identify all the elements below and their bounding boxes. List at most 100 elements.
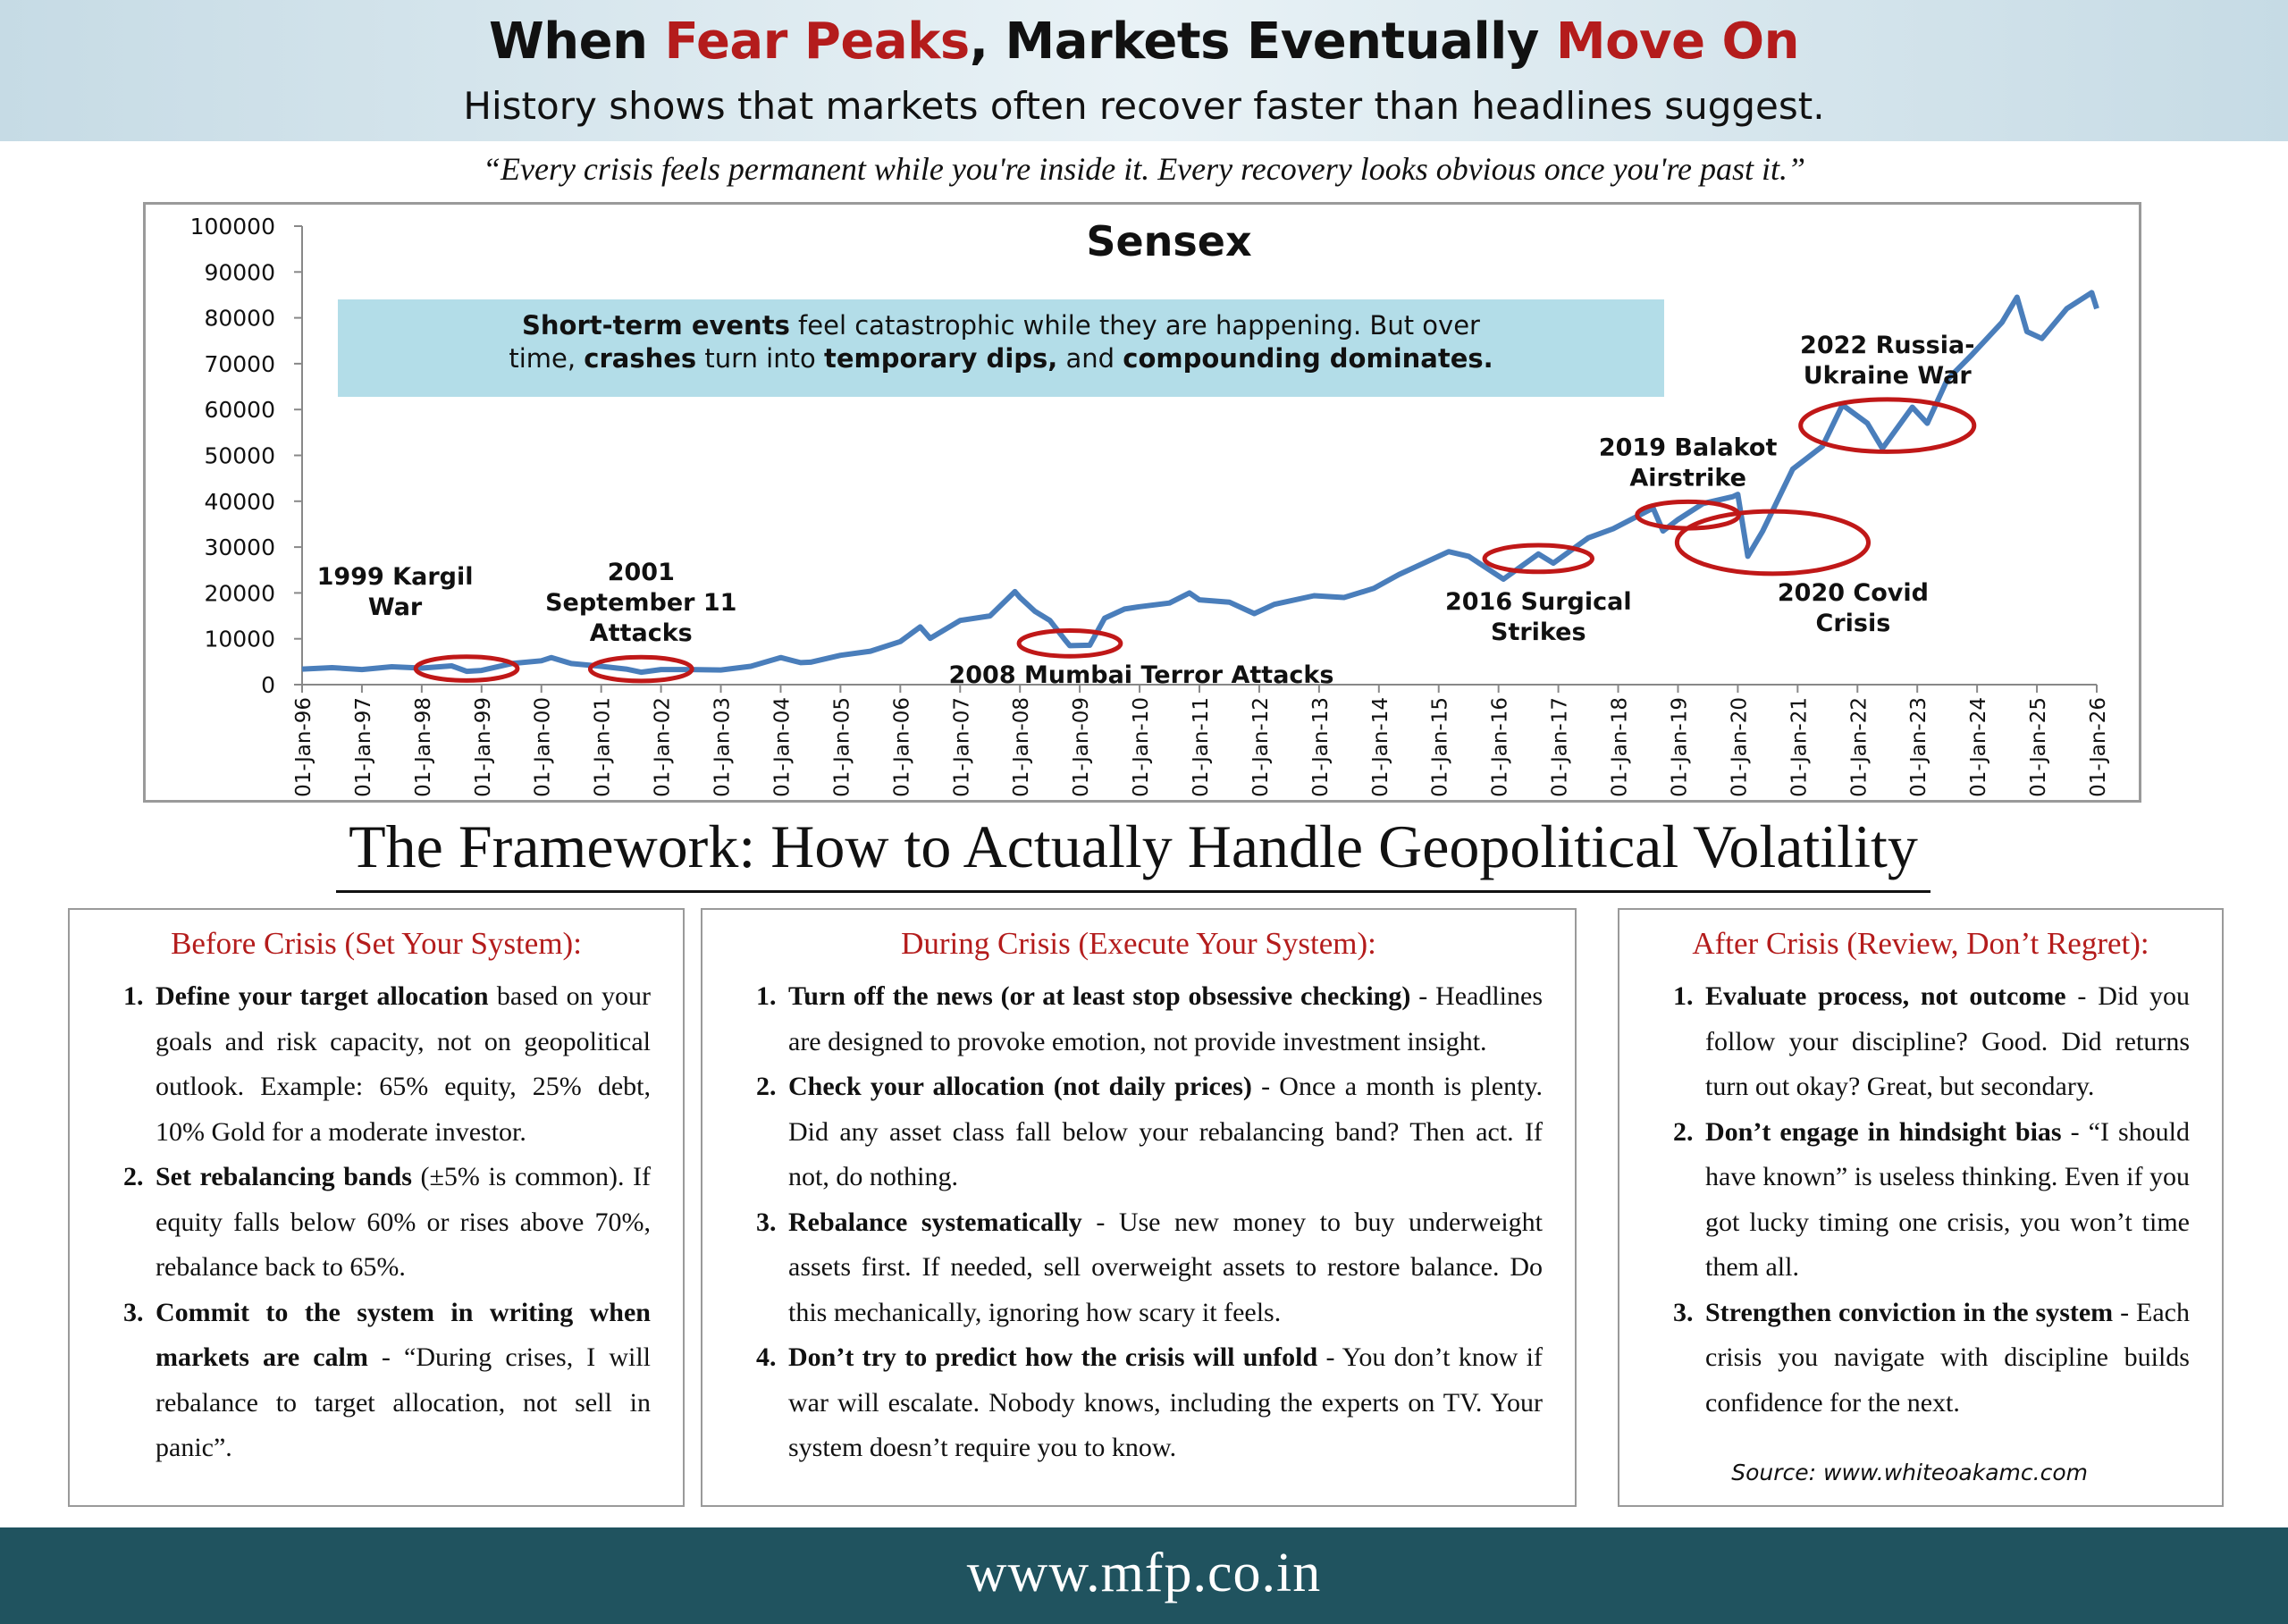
panel-heading: During Crisis (Execute Your System): — [901, 926, 1376, 961]
event-label: War — [368, 593, 423, 621]
y-tick-label: 0 — [261, 672, 275, 698]
panel-list: 1. Turn off the news (or at least stop ob… — [702, 974, 1575, 1471]
item-body: - Did you follow your discipline? Good. … — [1705, 981, 2190, 1101]
x-tick-label: 01-Jan-07 — [950, 697, 973, 797]
x-tick-label: 01-Jan-20 — [1728, 697, 1751, 797]
item-lead: Evaluate process, not outcome — [1705, 981, 2066, 1011]
item-lead: Don’t try to predict how the crisis will… — [788, 1342, 1318, 1372]
x-tick-label: 01-Jan-17 — [1549, 697, 1572, 797]
callout-line: Short-term events feel catastrophic whil… — [522, 310, 1480, 341]
item-lead: Check your allocation (not daily prices) — [788, 1072, 1252, 1101]
y-tick-label: 60000 — [204, 397, 275, 423]
item-number: 4. — [756, 1342, 777, 1372]
event-circle — [1482, 543, 1595, 575]
list-item: 3. Commit to the system in writing when m… — [123, 1291, 651, 1471]
event-circle — [413, 654, 520, 683]
x-tick-label: 01-Jan-21 — [1788, 697, 1811, 797]
item-number: 3. — [123, 1297, 144, 1327]
framework-underline — [336, 890, 1930, 893]
panel-heading: Before Crisis (Set Your System): — [171, 926, 582, 961]
panel-list: 1. Evaluate process, not outcome - Did yo… — [1619, 974, 2222, 1426]
event-label: Airstrike — [1629, 464, 1746, 492]
item-number: 2. — [756, 1072, 777, 1101]
x-tick-label: 01-Jan-08 — [1010, 697, 1033, 797]
list-item: 4. Don’t try to predict how the crisis wi… — [756, 1335, 1543, 1471]
event-circle — [1016, 627, 1123, 659]
title-highlight-fear: Fear Peaks — [664, 13, 970, 71]
item-number: 3. — [756, 1207, 777, 1237]
list-item: 2. Check your allocation (not daily price… — [756, 1064, 1543, 1200]
x-tick-label: 01-Jan-01 — [592, 697, 615, 797]
x-tick-label: 01-Jan-22 — [1847, 697, 1871, 797]
footer-url: www.mfp.co.in — [966, 1543, 1322, 1603]
x-tick-label: 01-Jan-02 — [652, 697, 675, 797]
item-body: - Once a month is plenty. Did any asset … — [788, 1072, 1543, 1191]
x-tick-label: 01-Jan-11 — [1190, 697, 1213, 797]
list-item: 1. Evaluate process, not outcome - Did yo… — [1673, 974, 2190, 1110]
event-label: 2016 Surgical — [1445, 588, 1632, 616]
item-body: based on your goals and risk capacity, n… — [156, 981, 652, 1147]
event-label: 2022 Russia- — [1800, 332, 1974, 359]
x-tick-label: 01-Jan-10 — [1130, 697, 1153, 797]
x-tick-label: 01-Jan-97 — [352, 697, 375, 797]
item-body: (±5% is common). If equity falls below 6… — [156, 1162, 651, 1282]
x-tick-label: 01-Jan-00 — [532, 697, 555, 797]
title-part: , Markets Eventually — [969, 13, 1556, 71]
item-lead: Define your target allocation — [156, 981, 489, 1011]
item-body: - Headlines are designed to provoke emot… — [788, 981, 1543, 1056]
title-part: When — [488, 13, 665, 71]
x-tick-label: 01-Jan-23 — [1907, 697, 1930, 797]
page-subtitle: History shows that markets often recover… — [463, 84, 1825, 128]
callout-box — [338, 299, 1664, 397]
x-tick-label: 01-Jan-15 — [1429, 697, 1452, 797]
event-label: Strikes — [1491, 618, 1586, 646]
sensex-chart: Sensex Short-term events feel catastrophi… — [190, 214, 2110, 797]
x-tick-label: 01-Jan-09 — [1070, 697, 1093, 797]
chart-title: Sensex — [1086, 217, 1251, 265]
x-tick-label: 01-Jan-99 — [472, 697, 495, 797]
callout-segment: and — [1057, 343, 1123, 374]
list-item: 3. Strengthen conviction in the system - … — [1673, 1291, 2190, 1426]
x-tick-label: 01-Jan-26 — [2087, 697, 2110, 797]
item-number: 3. — [1673, 1297, 1694, 1327]
y-tick-label: 100000 — [190, 214, 275, 240]
item-number: 2. — [123, 1162, 144, 1191]
item-body: - Each crisis you navigate with discipli… — [1705, 1297, 2190, 1418]
title-highlight-move-on: Move On — [1555, 13, 1800, 71]
x-tick-label: 01-Jan-18 — [1609, 697, 1632, 797]
item-body: - Use new money to buy underweight asset… — [788, 1207, 1543, 1327]
event-label: Ukraine War — [1804, 362, 1973, 390]
callout-segment: crashes — [584, 343, 696, 374]
list-item: 1. Turn off the news (or at least stop ob… — [756, 974, 1543, 1064]
event-label: September 11 — [545, 589, 736, 617]
item-number: 1. — [756, 981, 777, 1011]
x-tick-label: 01-Jan-24 — [1967, 697, 1990, 797]
x-tick-label: 01-Jan-04 — [770, 697, 794, 797]
event-circle — [1798, 397, 1977, 454]
framework-title: The Framework: How to Actually Handle Ge… — [349, 812, 1918, 880]
item-body: - “I should have known” is useless think… — [1705, 1116, 2190, 1283]
event-circle — [1674, 509, 1872, 576]
page-title: When Fear Peaks, Markets Eventually Move… — [0, 13, 2288, 71]
x-tick-label: 01-Jan-13 — [1309, 697, 1333, 797]
callout-segment: temporary dips, — [824, 343, 1057, 374]
item-lead: Set rebalancing bands — [156, 1162, 412, 1191]
panel-before-crisis: Before Crisis (Set Your System): 1. Defin… — [68, 908, 685, 1507]
x-tick-label: 01-Jan-06 — [890, 697, 913, 797]
sensex-series-line — [301, 290, 2099, 676]
item-number: 2. — [1673, 1116, 1694, 1147]
list-item: 1. Define your target allocation based on… — [123, 974, 651, 1155]
y-tick-label: 90000 — [204, 259, 275, 285]
callout-segment: turn into — [696, 343, 824, 374]
x-tick-label: 01-Jan-05 — [830, 697, 854, 797]
y-tick-label: 40000 — [204, 489, 275, 515]
y-tick-label: 30000 — [204, 534, 275, 560]
x-tick-label: 01-Jan-96 — [292, 697, 315, 797]
y-tick-label: 10000 — [204, 627, 275, 652]
header-banner: When Fear Peaks, Markets Eventually Move… — [0, 0, 2288, 141]
callout-segment: time, — [509, 343, 584, 374]
event-label: 2019 Balakot — [1599, 433, 1778, 461]
panel-during-crisis: During Crisis (Execute Your System): 1. T… — [701, 908, 1577, 1507]
item-body: - You don’t know if war will escalate. N… — [788, 1342, 1544, 1462]
footer-bar: www.mfp.co.in — [0, 1527, 2288, 1624]
